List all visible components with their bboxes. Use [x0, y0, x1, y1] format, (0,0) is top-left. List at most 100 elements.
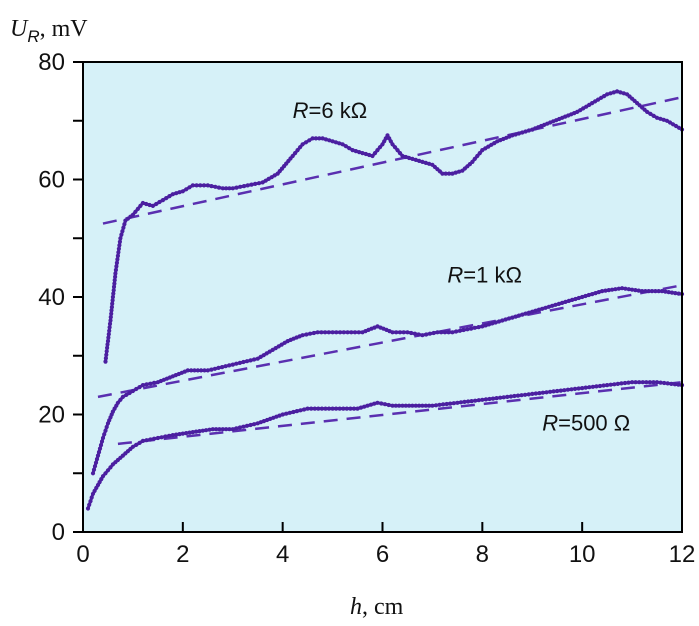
series-point — [590, 384, 596, 389]
series-point — [356, 330, 361, 335]
fit-lines — [97, 96, 683, 446]
series-point — [130, 388, 135, 394]
series-point — [104, 352, 109, 357]
series-point — [230, 427, 235, 432]
series-point — [393, 403, 398, 408]
series-point — [413, 403, 418, 408]
series-point — [441, 402, 446, 407]
series-point — [224, 427, 229, 432]
series-point — [295, 148, 300, 153]
y-tick-label: 60 — [38, 167, 65, 194]
series-point — [565, 387, 571, 392]
series-point — [174, 191, 179, 196]
series-point — [433, 403, 439, 408]
series-point — [486, 322, 492, 327]
series-point — [420, 403, 425, 408]
series-point — [477, 151, 482, 156]
series-point — [248, 358, 253, 363]
series-point — [633, 380, 638, 385]
series-label-r-500-ohm: R=500 Ω — [542, 410, 630, 435]
series-point — [327, 138, 332, 143]
series-point — [379, 401, 384, 406]
series-point — [620, 286, 625, 291]
series-point — [227, 186, 232, 191]
series-point — [104, 349, 109, 354]
series-point — [111, 284, 117, 289]
series-point — [530, 391, 535, 396]
y-axis-title-subscript: R — [27, 27, 39, 46]
series-point — [220, 365, 225, 370]
series-point — [249, 182, 254, 187]
series-point — [570, 297, 575, 302]
series-point — [220, 186, 225, 191]
series-point — [365, 403, 370, 408]
series-point — [390, 330, 395, 335]
series-point — [326, 330, 331, 335]
series-point — [513, 314, 518, 319]
series-point — [234, 185, 239, 190]
series-point — [144, 201, 149, 207]
series-point — [580, 294, 585, 300]
series-point — [150, 203, 155, 208]
x-tick-label: 8 — [476, 541, 489, 568]
series-point — [558, 388, 563, 393]
series-point — [114, 264, 119, 269]
series-point — [357, 150, 362, 155]
series-point — [473, 398, 478, 403]
series-point — [621, 91, 626, 96]
series-point — [291, 409, 296, 415]
series-point — [446, 330, 451, 335]
series-point — [544, 390, 549, 395]
series-point — [427, 403, 432, 408]
series-point — [144, 382, 149, 387]
series-point — [303, 140, 309, 145]
series-point — [640, 380, 645, 385]
series-point — [461, 327, 466, 333]
series-point — [190, 183, 195, 188]
series-point — [137, 440, 142, 445]
series-point — [94, 457, 100, 462]
series-point — [261, 419, 266, 424]
series-point — [423, 403, 428, 408]
series-point — [252, 422, 257, 427]
series-point — [349, 330, 354, 335]
series-point — [439, 330, 444, 335]
series-point — [111, 288, 116, 293]
series-point — [583, 293, 588, 299]
series-point — [669, 290, 675, 295]
series-point — [116, 246, 121, 251]
series-point — [310, 136, 315, 141]
series-point — [195, 368, 200, 373]
series-point — [107, 321, 113, 326]
series-point — [662, 380, 667, 386]
series-point — [298, 408, 303, 413]
series-point — [256, 181, 262, 186]
series-point — [423, 160, 428, 165]
series-point — [337, 141, 342, 146]
series-point — [174, 432, 179, 437]
series-point — [673, 291, 678, 296]
series-point — [115, 257, 120, 262]
series-point — [409, 330, 414, 336]
series-point — [403, 154, 408, 160]
series-point — [515, 393, 521, 398]
series-point — [413, 157, 418, 162]
series-point — [412, 331, 417, 336]
series-point — [427, 331, 432, 336]
series-point — [487, 396, 492, 402]
series-point — [152, 380, 157, 385]
series-point — [177, 432, 182, 437]
series-point — [455, 400, 460, 405]
series-point — [252, 357, 257, 362]
series-point — [469, 326, 474, 331]
series-point — [453, 170, 458, 175]
series-point — [560, 300, 565, 305]
series-point — [447, 171, 452, 176]
series-point — [651, 380, 656, 385]
series-point — [344, 406, 349, 411]
series-point — [580, 386, 585, 391]
x-tick-label: 4 — [276, 541, 289, 568]
series-point — [610, 287, 615, 292]
series-point — [593, 291, 598, 296]
series-point — [659, 289, 665, 294]
